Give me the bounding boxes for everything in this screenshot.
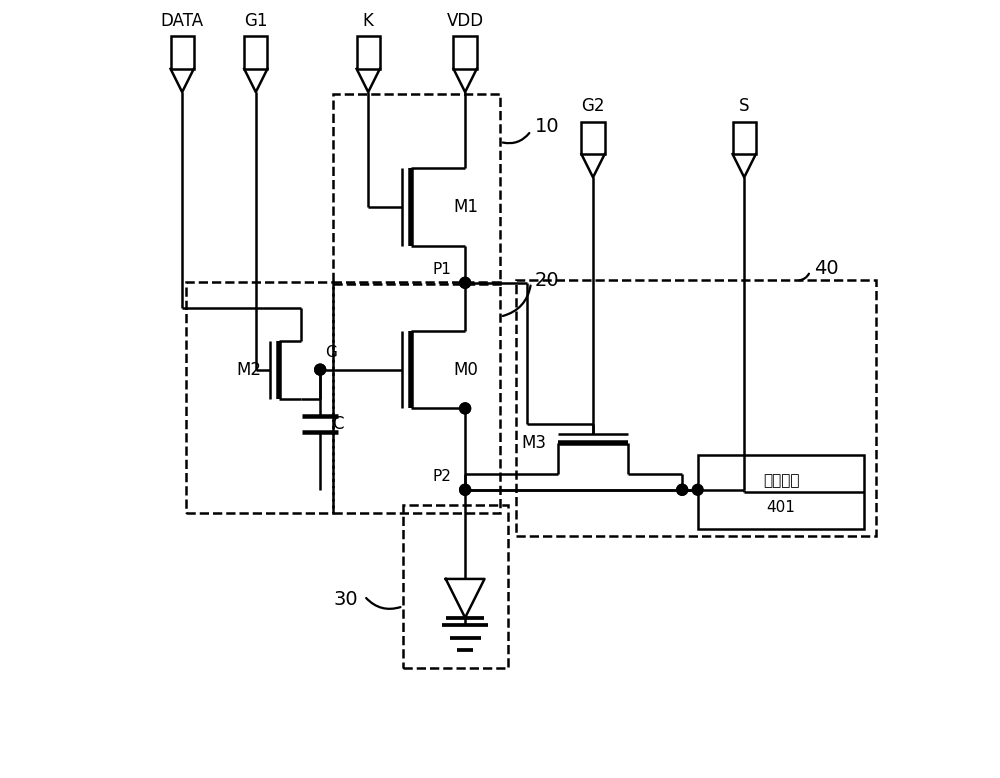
Bar xyxy=(171,37,194,68)
Text: 10: 10 xyxy=(535,117,560,136)
Text: 30: 30 xyxy=(333,591,358,609)
Text: M3: M3 xyxy=(522,434,547,452)
Text: M1: M1 xyxy=(453,198,478,216)
Circle shape xyxy=(460,278,471,288)
Text: P1: P1 xyxy=(432,261,451,277)
Text: P2: P2 xyxy=(432,468,451,484)
Text: G2: G2 xyxy=(581,97,605,115)
Bar xyxy=(733,121,756,154)
Bar xyxy=(581,121,605,154)
Bar xyxy=(453,37,477,68)
Bar xyxy=(698,455,864,528)
Text: DATA: DATA xyxy=(161,12,204,30)
Text: 401: 401 xyxy=(767,500,795,515)
Text: VDD: VDD xyxy=(447,12,484,30)
Text: 40: 40 xyxy=(814,259,839,279)
Circle shape xyxy=(315,364,326,375)
Bar xyxy=(516,280,876,536)
Circle shape xyxy=(460,403,471,414)
Text: 20: 20 xyxy=(535,271,560,290)
Bar xyxy=(403,505,508,668)
Circle shape xyxy=(677,485,688,496)
Circle shape xyxy=(460,403,471,414)
Bar xyxy=(357,37,380,68)
Circle shape xyxy=(677,485,688,496)
Circle shape xyxy=(315,364,326,375)
Text: M2: M2 xyxy=(236,361,261,379)
Text: G1: G1 xyxy=(244,12,268,30)
Bar xyxy=(333,94,500,284)
Circle shape xyxy=(460,485,471,496)
Circle shape xyxy=(460,485,471,496)
Text: K: K xyxy=(363,12,374,30)
Circle shape xyxy=(460,278,471,288)
Text: G: G xyxy=(325,345,337,360)
Bar xyxy=(186,282,333,513)
Circle shape xyxy=(692,485,703,496)
Text: C: C xyxy=(333,415,344,433)
Polygon shape xyxy=(446,579,484,618)
Bar xyxy=(244,37,267,68)
Bar xyxy=(333,282,500,513)
Text: M0: M0 xyxy=(453,361,478,379)
Text: 检测单元: 检测单元 xyxy=(763,473,799,488)
Text: S: S xyxy=(739,97,749,115)
